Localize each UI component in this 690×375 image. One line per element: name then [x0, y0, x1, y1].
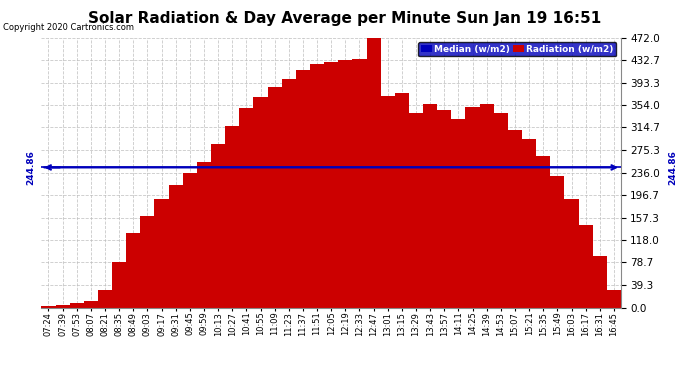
Bar — [98, 290, 112, 308]
Bar — [211, 144, 225, 308]
Bar — [366, 38, 381, 308]
Bar — [423, 104, 437, 308]
Bar — [253, 97, 268, 308]
Text: Solar Radiation & Day Average per Minute Sun Jan 19 16:51: Solar Radiation & Day Average per Minute… — [88, 11, 602, 26]
Bar — [55, 304, 70, 307]
Bar — [126, 233, 140, 308]
Bar — [381, 96, 395, 308]
Bar — [338, 60, 353, 308]
Bar — [41, 306, 55, 308]
Bar — [140, 216, 155, 308]
Bar — [536, 156, 551, 308]
Bar — [268, 87, 282, 308]
Text: 244.86: 244.86 — [668, 150, 678, 185]
Bar — [183, 173, 197, 308]
Bar — [522, 139, 536, 308]
Bar — [409, 113, 423, 308]
Bar — [437, 110, 451, 308]
Bar — [451, 119, 466, 308]
Bar — [282, 79, 296, 308]
Bar — [607, 290, 621, 308]
Bar — [239, 108, 253, 307]
Bar — [564, 199, 579, 308]
Bar — [168, 184, 183, 308]
Text: Copyright 2020 Cartronics.com: Copyright 2020 Cartronics.com — [3, 22, 135, 32]
Bar — [197, 162, 211, 308]
Bar — [480, 104, 494, 308]
Text: 244.86: 244.86 — [26, 150, 36, 185]
Bar — [395, 93, 409, 308]
Bar — [494, 113, 508, 308]
Legend: Median (w/m2), Radiation (w/m2): Median (w/m2), Radiation (w/m2) — [418, 42, 616, 56]
Bar — [579, 225, 593, 308]
Bar — [112, 262, 126, 308]
Bar — [593, 256, 607, 307]
Bar — [310, 64, 324, 308]
Bar — [83, 301, 98, 307]
Bar — [551, 176, 564, 308]
Bar — [296, 70, 310, 308]
Bar — [155, 199, 168, 308]
Bar — [70, 303, 83, 307]
Bar — [353, 58, 366, 308]
Bar — [466, 107, 480, 308]
Bar — [225, 126, 239, 308]
Bar — [508, 130, 522, 308]
Bar — [324, 62, 338, 308]
